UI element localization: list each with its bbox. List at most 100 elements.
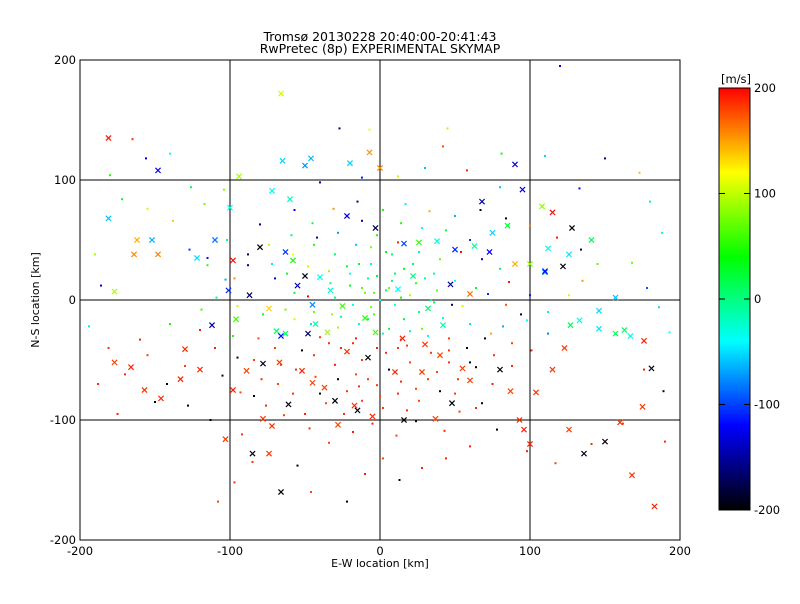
data-point-cross [282,330,289,337]
data-point-cross [538,203,546,210]
data-point-dot [355,243,357,246]
data-point-dot [394,303,396,306]
data-point-dot [448,361,450,364]
data-point-dot [418,311,420,313]
data-point-dot [253,395,255,397]
data-point-dot [107,347,110,349]
data-point-dot [199,329,201,331]
data-point-dot [236,356,239,359]
data-point-cross [157,395,165,402]
data-point-cross [496,366,504,373]
data-point-dot [260,378,263,381]
data-point-dot [421,467,423,469]
data-point-cross [211,236,219,244]
y-tick-label: 200 [54,53,76,67]
data-point-dot [511,342,513,345]
data-point-cross [277,488,285,496]
data-point-cross [616,419,624,426]
data-point-cross [621,326,628,334]
data-point-dot [352,431,354,433]
data-point-cross [567,322,574,329]
x-tick-label: -200 [67,544,93,558]
data-point-cross [612,294,619,301]
data-point-dot [424,277,426,280]
data-point-dot [190,186,192,189]
data-point-dot [397,175,399,178]
data-point-dot [379,395,381,397]
data-point-cross [526,440,534,448]
data-point-dot [439,258,441,261]
axis-ticks: -200 -100 0 100 200 -200 -100 0 100 200 [50,53,691,558]
data-point-cross [141,386,148,394]
data-point-dot [308,427,311,430]
data-point-dot [421,327,423,330]
data-point-dot [376,275,378,277]
data-point-dot [325,402,327,405]
data-point-dot [646,287,648,289]
data-point-dot [247,264,249,267]
data-point-cross [364,354,372,361]
data-point-dot [253,359,255,361]
data-point-cross [436,352,444,359]
data-point-dot [316,236,318,239]
data-point-cross [394,286,402,293]
data-point-dot [332,207,335,210]
x-axis-label: E-W location [km] [331,557,429,570]
data-point-dot [310,323,312,325]
data-point-dot [400,296,402,299]
data-point-dot [436,289,438,292]
data-point-dot [257,337,260,340]
data-point-cross [229,257,237,264]
data-point-dot [337,231,339,234]
data-point-dot [446,127,449,130]
data-point-dot [373,291,375,294]
data-point-dot [109,174,111,177]
data-point-dot [361,399,363,402]
data-point-cross [307,155,315,162]
data-point-dot [505,217,507,220]
data-point-cross [225,287,232,294]
data-point-cross [354,407,361,414]
data-point-dot [631,261,633,264]
data-point-dot [382,209,384,211]
data-point-cross [439,322,447,329]
data-point-dot [454,279,456,282]
data-point-dot [319,181,321,184]
data-point-dot [328,342,330,345]
data-point-dot [358,263,360,265]
data-point-dot [409,361,411,364]
y-tick-label: 100 [54,173,76,187]
data-point-dot [233,481,236,484]
data-point-dot [493,354,495,357]
data-point-dot [346,500,348,503]
data-point-cross [279,157,286,164]
data-point-cross [580,450,588,457]
data-point-dot [301,349,303,352]
data-point-cross [133,236,141,244]
data-point-dot [265,404,267,407]
data-point-dot [445,457,447,460]
data-point-dot [349,284,351,287]
data-point-dot [239,391,242,394]
data-point-dot [139,338,141,341]
data-point-cross [343,212,351,220]
data-point-dot [296,464,299,467]
data-point-cross [640,337,648,344]
data-point-dot [475,407,477,409]
data-point-dot [338,127,341,130]
data-point-dot [221,374,224,377]
data-point-dot [397,347,399,349]
data-point-cross [648,365,655,372]
data-point-cross [519,186,526,193]
data-point-dot [337,326,339,329]
data-point-cross [612,330,619,337]
data-point-dot [131,138,134,141]
data-point-dot [346,265,348,268]
data-point-cross [229,386,237,394]
data-point-cross [559,263,567,270]
data-point-dot [547,311,549,313]
data-point-dot [124,373,126,376]
data-point-dot [397,392,399,395]
data-point-dot [406,409,408,412]
